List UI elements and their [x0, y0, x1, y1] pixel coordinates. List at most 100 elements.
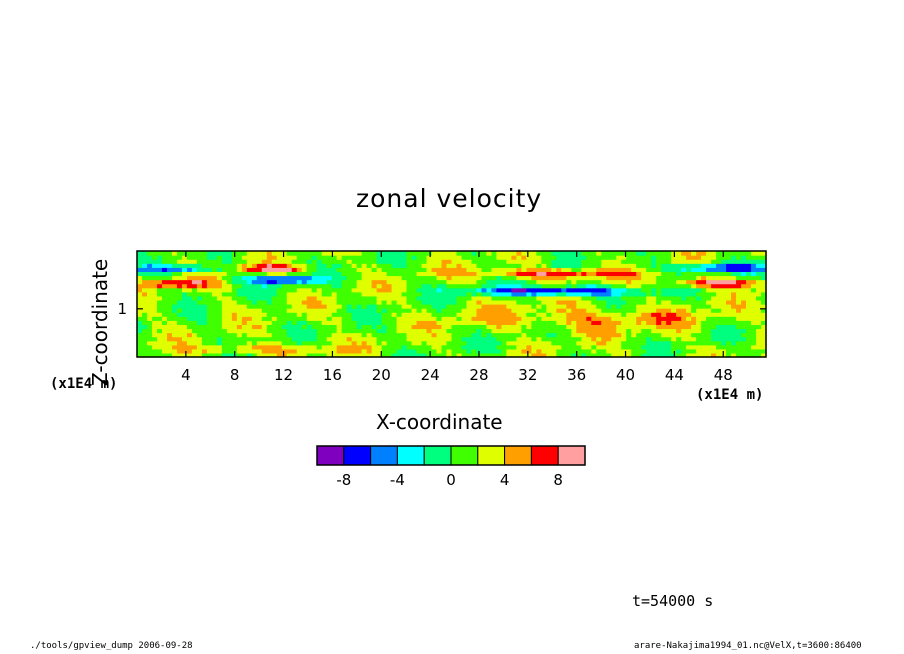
- field-cell: [761, 312, 767, 317]
- field-cell: [541, 324, 547, 330]
- field-cell: [261, 263, 268, 268]
- field-cell: [651, 291, 657, 297]
- field-cell: [366, 267, 373, 272]
- field-cell: [476, 259, 483, 264]
- field-cell: [406, 344, 413, 350]
- field-cell: [671, 259, 677, 264]
- field-cell: [501, 352, 508, 358]
- field-cell: [741, 316, 747, 321]
- field-cell: [146, 352, 153, 358]
- field-cell: [486, 316, 493, 321]
- field-cell: [516, 312, 522, 317]
- field-cell: [391, 308, 398, 313]
- field-cell: [756, 287, 762, 293]
- field-cell: [236, 279, 243, 285]
- field-cell: [261, 255, 268, 260]
- field-cell: [306, 263, 313, 268]
- field-cell: [461, 275, 468, 281]
- field-cell: [441, 255, 448, 260]
- field-cell: [521, 299, 527, 305]
- field-cell: [621, 352, 627, 358]
- field-cell: [281, 316, 288, 321]
- field-cell: [736, 332, 742, 338]
- field-cell: [176, 295, 183, 301]
- field-cell: [186, 267, 193, 272]
- field-cell: [496, 336, 503, 342]
- field-cell: [196, 263, 203, 268]
- field-cell: [341, 332, 348, 338]
- field-cell: [491, 336, 498, 342]
- field-cell: [161, 344, 168, 350]
- field-cell: [531, 267, 537, 272]
- field-cell: [401, 328, 408, 334]
- field-cell: [421, 275, 428, 281]
- field-cell: [346, 352, 353, 358]
- field-cell: [221, 340, 228, 346]
- field-cell: [661, 320, 667, 325]
- field-cell: [421, 255, 428, 260]
- field-cell: [506, 352, 512, 358]
- field-cell: [236, 328, 243, 334]
- field-cell: [426, 324, 433, 330]
- field-cell: [256, 255, 263, 260]
- field-cell: [411, 316, 418, 321]
- field-cell: [446, 312, 453, 317]
- field-cell: [751, 324, 757, 330]
- field-cell: [137, 352, 143, 358]
- field-cell: [151, 348, 158, 354]
- field-cell: [561, 295, 567, 301]
- field-cell: [711, 295, 717, 301]
- field-cell: [496, 295, 503, 301]
- field-cell: [371, 255, 378, 260]
- field-cell: [591, 348, 597, 354]
- field-cell: [251, 263, 258, 268]
- field-cell: [636, 340, 642, 346]
- field-cell: [616, 332, 622, 338]
- field-cell: [256, 308, 263, 313]
- field-cell: [511, 312, 517, 317]
- field-cell: [491, 348, 498, 354]
- field-cell: [496, 299, 503, 305]
- field-cell: [461, 320, 468, 325]
- field-cell: [601, 299, 607, 305]
- field-cell: [546, 271, 552, 277]
- field-cell: [636, 283, 642, 289]
- field-cell: [266, 324, 273, 330]
- field-cell: [436, 287, 443, 293]
- field-cell: [481, 344, 488, 350]
- field-cell: [396, 352, 403, 358]
- field-cell: [586, 332, 592, 338]
- field-cell: [331, 259, 338, 264]
- field-cell: [331, 320, 338, 325]
- field-cell: [341, 267, 348, 272]
- field-cell: [406, 324, 413, 330]
- chart-title: zonal velocity: [356, 184, 543, 213]
- field-cell: [761, 251, 767, 256]
- field-cell: [501, 328, 508, 334]
- field-cell: [201, 316, 208, 321]
- field-cell: [496, 291, 503, 297]
- field-cell: [326, 291, 333, 297]
- field-cell: [221, 295, 228, 301]
- field-cell: [711, 304, 717, 309]
- field-cell: [466, 336, 473, 342]
- field-cell: [391, 324, 398, 330]
- field-cell: [681, 295, 687, 301]
- field-cell: [686, 312, 692, 317]
- field-cell: [666, 316, 672, 321]
- field-cell: [741, 352, 747, 358]
- field-cell: [531, 295, 537, 301]
- field-cell: [686, 275, 692, 281]
- field-cell: [631, 336, 637, 342]
- field-cell: [426, 267, 433, 272]
- field-cell: [536, 279, 542, 285]
- field-cell: [411, 267, 418, 272]
- field-cell: [201, 352, 208, 358]
- field-cell: [291, 304, 298, 309]
- field-cell: [181, 291, 188, 297]
- field-cell: [691, 291, 697, 297]
- field-cell: [141, 312, 148, 317]
- field-cell: [381, 283, 388, 289]
- field-cell: [496, 255, 503, 260]
- field-cell: [271, 299, 278, 305]
